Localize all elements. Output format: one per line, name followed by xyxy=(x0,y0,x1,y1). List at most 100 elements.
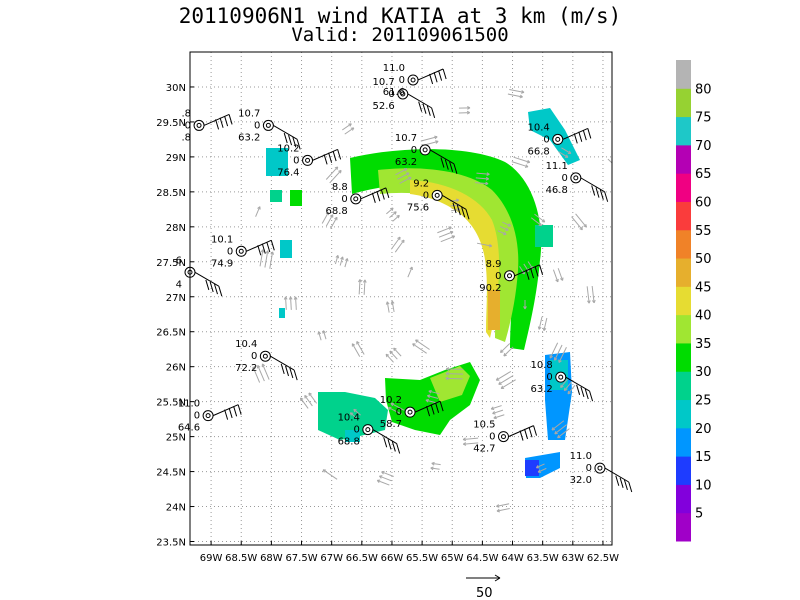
wind-arrow-head xyxy=(567,150,572,154)
colorbar-swatch xyxy=(676,314,691,344)
wind-arrow-head xyxy=(389,350,393,355)
station-height: 72.2 xyxy=(235,363,257,374)
max-wind-patch xyxy=(488,290,500,330)
wind-arrow-head xyxy=(445,376,449,381)
station-dot xyxy=(205,413,211,419)
wind-arrow xyxy=(591,285,595,303)
station-height: 4 xyxy=(176,279,182,290)
wind-arrow xyxy=(554,424,567,435)
wind-arrow xyxy=(571,216,583,231)
station-pressure: 11.0 xyxy=(178,399,200,410)
wind-arrow xyxy=(389,211,397,218)
lat-tick-label: 23.5N xyxy=(156,538,186,549)
wind-arrow xyxy=(388,406,402,415)
lat-tick-label: 30N xyxy=(166,83,186,94)
wind-arrow-head xyxy=(503,353,507,357)
wind-arrow-head xyxy=(490,406,495,411)
wind-barb-flag xyxy=(293,369,298,381)
station-circle xyxy=(555,371,567,383)
colorbar-label: 30 xyxy=(695,365,712,380)
wind-arrow xyxy=(390,402,405,411)
wind-barb-flag xyxy=(573,133,578,144)
axis-ticks: 69W 68.5W 68W 67.5W 67W 66.5W 66W 65.5W 65W 64.5W… xyxy=(156,83,619,564)
wind-arrow-head xyxy=(583,223,587,228)
wind-barb-flag xyxy=(595,187,600,198)
wind-barb-staff xyxy=(441,194,467,210)
wind-arrow xyxy=(476,172,490,175)
lat-tick-label: 26.5N xyxy=(156,328,186,339)
wind-arrow-head xyxy=(340,256,344,260)
wind-arrow xyxy=(386,207,394,215)
wind-arrow xyxy=(428,390,440,395)
wind-barb-flag xyxy=(228,407,233,419)
wind-arrow xyxy=(391,300,395,312)
wind-arrow xyxy=(318,331,322,341)
station-dot xyxy=(434,192,440,198)
wind-arrow-head xyxy=(390,207,394,211)
colorbar-label: 40 xyxy=(695,309,712,324)
station-height: 52.6 xyxy=(373,101,395,112)
lon-tick-label: 67.5W xyxy=(285,553,317,564)
wind-arrow xyxy=(351,343,361,357)
station-circle xyxy=(497,431,509,443)
patch-w-1 xyxy=(280,240,292,258)
wind-barb-flag xyxy=(456,204,461,216)
wind-arrow xyxy=(499,226,509,231)
colorbar-label: 65 xyxy=(695,167,712,182)
wind-arrow xyxy=(308,392,318,404)
wind-barb-flag xyxy=(426,105,431,116)
wind-arrow xyxy=(543,317,548,331)
wind-arrow xyxy=(554,344,563,361)
lon-tick-label: 64.5W xyxy=(466,553,498,564)
wind-barb-flag xyxy=(539,264,544,275)
wind-arrow xyxy=(530,217,542,227)
colorbar-label: 10 xyxy=(695,478,712,493)
station-flag: 0 xyxy=(543,134,549,145)
station-flag: 0 xyxy=(194,411,200,422)
lat-tick-label: 28.5N xyxy=(156,188,186,199)
wind-barb-staff xyxy=(372,429,397,444)
wind-arrow xyxy=(392,215,400,222)
wind-arrow-head xyxy=(526,159,531,164)
wind-arrow-head xyxy=(445,371,449,376)
station-dot xyxy=(265,122,271,128)
wind-arrow xyxy=(257,365,265,382)
wind-arrow-head xyxy=(393,211,397,215)
wind-barb-staff xyxy=(604,467,630,483)
colorbar-swatch xyxy=(676,286,691,316)
station-dot xyxy=(238,248,244,254)
station-circle xyxy=(202,410,214,422)
wind-arrow xyxy=(407,266,413,278)
station-flag: 0 xyxy=(254,120,260,131)
wind-barb-flag xyxy=(519,430,524,441)
station-dot xyxy=(507,273,513,279)
station-flag: 0 xyxy=(495,271,501,282)
wind-barb-flag xyxy=(465,209,470,220)
wind-arrow-head xyxy=(428,389,432,394)
station-pressure: 6 xyxy=(176,255,182,266)
station-marker: .80.8 xyxy=(181,108,233,143)
wind-barb-flag xyxy=(439,401,444,412)
wind-arrow xyxy=(519,266,525,275)
wind-barb-flag xyxy=(205,279,210,291)
wind-barb-flag xyxy=(289,367,294,379)
wind-arrow-head xyxy=(270,251,275,255)
station-circle xyxy=(419,144,431,156)
wind-barb-flag xyxy=(433,72,438,83)
colorbar-label: 55 xyxy=(695,224,712,239)
station-pressure: 10.5 xyxy=(473,420,495,431)
wind-barb-flag xyxy=(599,189,604,200)
wind-barb-flag xyxy=(452,202,457,214)
wind-barb-staff xyxy=(273,124,298,140)
lon-tick-label: 67W xyxy=(320,553,343,564)
wind-arrow xyxy=(440,235,455,243)
wind-arrow-head xyxy=(537,326,542,330)
wind-arrow-head xyxy=(348,123,352,127)
wind-arrow xyxy=(330,217,338,229)
